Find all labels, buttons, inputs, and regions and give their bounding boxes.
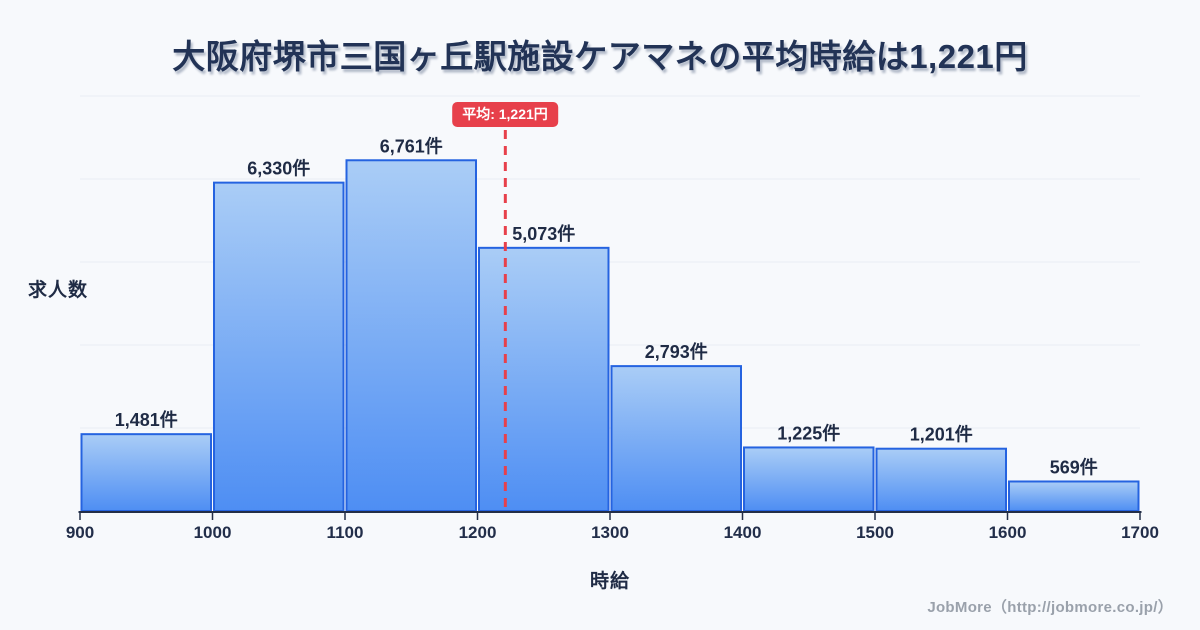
bar [610, 365, 742, 512]
bar-value-label: 1,481件 [115, 409, 178, 430]
bar [80, 433, 212, 512]
x-tick-label: 900 [66, 523, 94, 542]
bar-value-label: 6,330件 [247, 158, 310, 179]
bar-value-label: 5,073件 [512, 223, 575, 244]
footer-credit: JobMore（http://jobmore.co.jp/） [927, 599, 1173, 616]
bar-value-label: 2,793件 [645, 341, 708, 362]
bar-value-label: 1,225件 [777, 422, 840, 443]
x-tick-label: 1700 [1121, 523, 1159, 542]
bar-value-label: 569件 [1050, 456, 1098, 477]
bar [213, 181, 345, 512]
bar-value-label: 1,201件 [910, 424, 973, 445]
bar-value-label: 6,761件 [380, 135, 443, 156]
bar [478, 246, 610, 512]
x-tick-label: 1000 [194, 523, 232, 542]
bar [743, 446, 875, 512]
bar [875, 447, 1007, 512]
x-tick-label: 1500 [856, 523, 894, 542]
bar [345, 159, 477, 512]
average-badge: 平均: 1,221円 [452, 102, 558, 127]
chart-title: 大阪府堺市三国ヶ丘駅施設ケアマネの平均時給は1,221円 [172, 38, 1028, 75]
x-tick-label: 1400 [724, 523, 762, 542]
x-tick-label: 1600 [989, 523, 1027, 542]
x-tick-label: 1100 [327, 523, 364, 542]
x-tick-label: 1200 [459, 523, 497, 542]
x-tick-label: 1300 [591, 523, 629, 542]
bar [1008, 480, 1140, 512]
x-axis-title: 時給 [589, 571, 631, 592]
y-axis-title: 求人数 [28, 280, 89, 301]
